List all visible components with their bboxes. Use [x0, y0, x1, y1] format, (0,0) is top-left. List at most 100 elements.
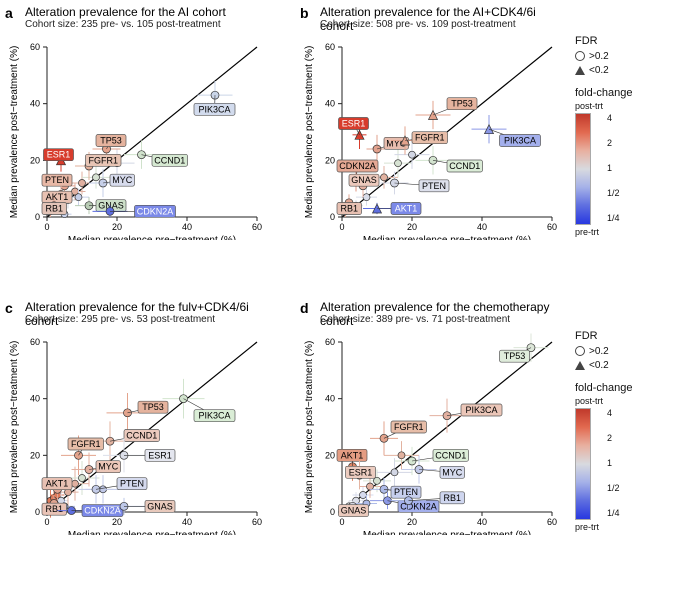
svg-text:20: 20 [407, 517, 417, 527]
svg-text:20: 20 [407, 222, 417, 232]
svg-text:40: 40 [182, 222, 192, 232]
svg-text:20: 20 [30, 155, 40, 165]
gene-label-ESR1: ESR1 [349, 467, 373, 477]
gene-label-TP53: TP53 [142, 402, 164, 412]
gene-label-AKT1: AKT1 [395, 204, 418, 214]
legend-colorbar [575, 408, 591, 520]
svg-text:60: 60 [325, 337, 335, 347]
gene-label-PIK3CA: PIK3CA [504, 136, 536, 146]
circle-icon [575, 346, 585, 356]
svg-text:20: 20 [325, 450, 335, 460]
svg-text:0: 0 [330, 212, 335, 222]
legend-fc-bottom: pre-trt [575, 227, 603, 237]
gene-point-FGFR1 [75, 451, 83, 459]
panel-sub-a: Cohort size: 235 pre- vs. 105 post-treat… [25, 19, 221, 30]
svg-text:0: 0 [330, 507, 335, 517]
gene-label-PIK3CA: PIK3CA [198, 411, 230, 421]
gene-point-PIK3CA [180, 395, 188, 403]
legend-fc-top: post-trt [575, 101, 603, 111]
legend-fdr-label: >0.2 [589, 51, 609, 62]
legend-fdr-title: FDR [575, 35, 675, 47]
gene-label-MYC: MYC [442, 467, 463, 477]
svg-text:Median prevalence post−treatme: Median prevalence post−treatment (%) [304, 46, 315, 219]
gene-label-GNAS: GNAS [341, 506, 367, 516]
legend-fc-tick: 1/2 [607, 188, 620, 198]
svg-text:20: 20 [325, 155, 335, 165]
legend-fc-tick: 4 [607, 113, 620, 123]
panel-sub-b: Cohort size: 508 pre- vs. 109 post-treat… [320, 19, 516, 30]
legend-fdr-label: <0.2 [589, 360, 609, 371]
plot-a: 00202040406060Median prevalence pre−trea… [5, 5, 265, 240]
svg-text:Median prevalence pre−treatmen: Median prevalence pre−treatment (%) [68, 530, 236, 535]
gene-label-CDKN2A: CDKN2A [137, 206, 174, 216]
panel-a: a Alteration prevalence for the AI cohort… [5, 5, 265, 240]
gene-label-MYC: MYC [98, 462, 119, 472]
gene-label-CCND1: CCND1 [154, 155, 185, 165]
data-point [93, 174, 100, 181]
gene-label-FGFR1: FGFR1 [394, 422, 424, 432]
svg-text:0: 0 [339, 517, 344, 527]
svg-text:Median prevalence post−treatme: Median prevalence post−treatment (%) [304, 341, 315, 514]
panel-letter-c: c [5, 300, 13, 316]
gene-label-CDKN2A: CDKN2A [339, 161, 376, 171]
panel-sub-d: Cohort size: 389 pre- vs. 71 post-treatm… [320, 314, 510, 325]
svg-text:60: 60 [30, 42, 40, 52]
gene-label-FGFR1: FGFR1 [415, 133, 445, 143]
legend-fdr-title: FDR [575, 330, 675, 342]
gene-label-ESR1: ESR1 [47, 150, 71, 160]
gene-point-PTEN [380, 485, 388, 493]
data-point [398, 452, 405, 459]
gene-label-ESR1: ESR1 [342, 119, 366, 129]
panel-letter-d: d [300, 300, 309, 316]
gene-label-ESR1: ESR1 [148, 450, 172, 460]
svg-text:40: 40 [182, 517, 192, 527]
gene-label-GNAS: GNAS [147, 501, 173, 511]
legend-fc-title: fold-change [575, 382, 675, 394]
gene-label-FGFR1: FGFR1 [71, 439, 101, 449]
panel-title-a: Alteration prevalence for the AI cohort [25, 5, 226, 19]
panel-d: dAlteration prevalence for the chemother… [300, 300, 560, 535]
legend-fc-tick: 1 [607, 458, 620, 468]
circle-icon [575, 51, 585, 61]
legend-fc-top: post-trt [575, 396, 603, 406]
legend-fc-tick: 1 [607, 163, 620, 173]
legend: FDR>0.2<0.2fold-changepost-trtpre-trt421… [575, 330, 675, 532]
legend: FDR >0.2<0.2 fold-change post-trt pre-trt 4 2 1… [575, 35, 675, 237]
plot-c: 00202040406060Median prevalence pre−trea… [5, 300, 265, 535]
data-point [72, 480, 79, 487]
data-point [75, 194, 82, 201]
gene-label-RB1: RB1 [340, 204, 358, 214]
svg-text:Median prevalence pre−treatmen: Median prevalence pre−treatment (%) [363, 530, 531, 535]
svg-text:40: 40 [477, 517, 487, 527]
data-point [391, 469, 398, 476]
gene-point-TP53 [124, 409, 132, 417]
gene-label-CCND1: CCND1 [126, 431, 157, 441]
gene-label-TP53: TP53 [504, 351, 526, 361]
legend-fdr-row: <0.2 [575, 63, 675, 77]
legend-fc-bottom: pre-trt [575, 522, 603, 532]
gene-label-PTEN: PTEN [422, 181, 446, 191]
triangle-icon [575, 361, 585, 370]
gene-label-TP53: TP53 [100, 136, 122, 146]
gene-label-PIK3CA: PIK3CA [198, 104, 230, 114]
data-point [79, 475, 86, 482]
svg-text:60: 60 [252, 517, 262, 527]
gene-label-RB1: RB1 [45, 204, 63, 214]
gene-label-CDKN2A: CDKN2A [84, 506, 121, 516]
gene-label-PTEN: PTEN [394, 487, 418, 497]
legend-fc-tick: 4 [607, 408, 620, 418]
svg-text:20: 20 [112, 222, 122, 232]
legend-fc-tick: 2 [607, 138, 620, 148]
svg-text:60: 60 [252, 222, 262, 232]
plot-b: 00202040406060Median prevalence pre−trea… [300, 5, 560, 240]
gene-label-RB1: RB1 [45, 504, 63, 514]
panel-letter-a: a [5, 5, 13, 21]
panel-sub-c: Cohort size: 295 pre- vs. 53 post-treatm… [25, 314, 215, 325]
figure-root: a Alteration prevalence for the AI cohort… [0, 0, 685, 589]
svg-text:0: 0 [35, 507, 40, 517]
legend-colorbar [575, 113, 591, 225]
svg-text:40: 40 [325, 99, 335, 109]
svg-text:0: 0 [44, 222, 49, 232]
legend-fc-title: fold-change [575, 87, 675, 99]
gene-label-MYC: MYC [112, 175, 133, 185]
